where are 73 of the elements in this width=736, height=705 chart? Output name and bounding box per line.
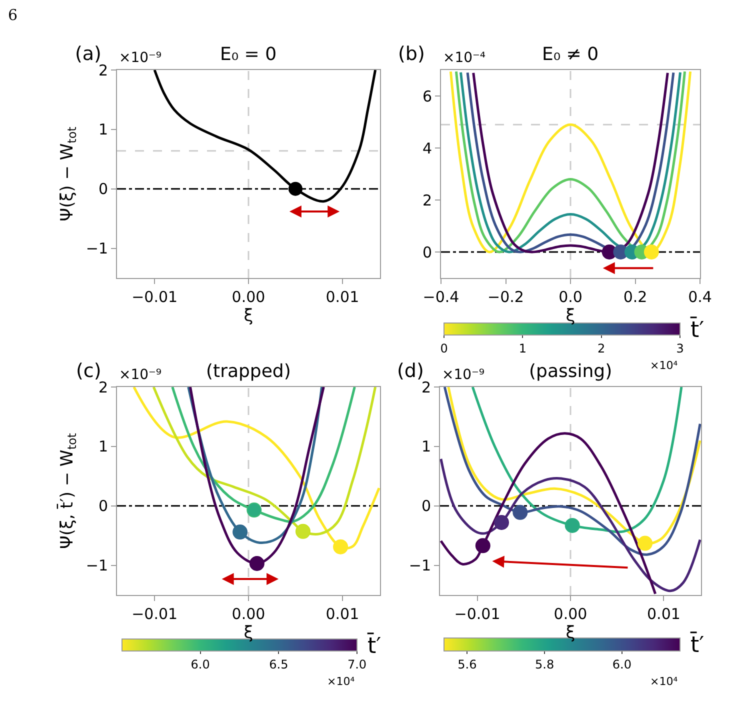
x-tick-label: 0.01 (326, 605, 360, 623)
y-tick-label: −1 (86, 556, 108, 575)
y-tick-label: 0 (98, 497, 108, 516)
color-bar-label: 7.0 (347, 657, 367, 672)
point (232, 524, 248, 540)
point (333, 539, 348, 554)
point (246, 502, 262, 518)
x-tick-label: 0.2 (623, 288, 648, 306)
text: (b) (398, 43, 425, 65)
y-tick-label: 6 (422, 87, 432, 106)
text: ×10⁻⁹ (442, 367, 485, 383)
x-tick-label: 0.00 (232, 605, 266, 623)
y-tick-label: 4 (422, 139, 432, 158)
y-tick-label: 1 (98, 120, 108, 139)
x-tick-label: −0.2 (488, 288, 524, 306)
point (494, 515, 510, 530)
y-tick-label: 0 (98, 180, 108, 198)
x-tick-label: 0.00 (232, 288, 266, 306)
point (475, 538, 490, 554)
line-series (471, 387, 683, 534)
text: ×10⁴ (650, 359, 678, 372)
line-series (171, 387, 356, 523)
color-bar-title: t̄′ (690, 316, 704, 344)
y-tick-label: 0 (421, 497, 431, 516)
x-tick-label: 0.01 (326, 288, 360, 306)
y-tick-label: 2 (422, 191, 432, 210)
text: (d) (397, 360, 424, 382)
x-tick-label: 0.4 (688, 288, 712, 306)
x-tick-label: −0.01 (454, 605, 500, 623)
x-tick-label: 0.0 (558, 288, 582, 306)
y-tick-label: 0 (422, 243, 432, 262)
color-bar-label: 6.0 (190, 657, 210, 672)
line-series (440, 432, 657, 595)
x-axis-title: ξ (244, 306, 254, 326)
chart-title: E₀ = 0 (220, 44, 277, 65)
point (564, 518, 580, 533)
text: ×10⁴ (327, 675, 356, 688)
x-tick-label: 0.00 (554, 605, 588, 623)
x-tick-label: 0.01 (647, 605, 680, 623)
text: ×10⁻⁴ (443, 50, 486, 66)
point (249, 556, 264, 571)
color-bar-title: t̄′ (367, 632, 382, 660)
color-bar-title: t̄′ (690, 631, 704, 658)
text: ×10⁻⁹ (119, 367, 162, 383)
text: ×10⁴ (650, 675, 678, 688)
text: 6 (8, 6, 18, 24)
chart-title: (trapped) (206, 361, 291, 382)
color-bar-label: 0 (440, 341, 448, 356)
point (295, 524, 310, 539)
color-bar-label: 3 (676, 341, 684, 356)
x-tick-label: −0.4 (422, 288, 460, 306)
color-bar-label: 6.5 (269, 657, 288, 672)
color-bar-label: 5.8 (535, 657, 554, 672)
chart-title: (passing) (529, 361, 612, 382)
y-tick-label: 1 (98, 438, 108, 456)
x-axis-title: ξ (566, 623, 576, 643)
x-tick-label: −0.01 (132, 605, 178, 623)
y-tick-label: 2 (421, 378, 431, 396)
text: ×10⁻⁹ (119, 50, 162, 66)
color-bar-label: 2 (598, 341, 606, 356)
color-bar-label: 5.6 (458, 657, 477, 672)
x-axis-title: ξ (244, 623, 254, 643)
chart-title: E₀ ≠ 0 (542, 44, 599, 65)
point (638, 536, 653, 551)
point (512, 504, 528, 520)
y-tick-label: −1 (86, 240, 108, 258)
line-series (440, 458, 701, 592)
y-tick-label: −1 (408, 556, 431, 575)
x-axis-title: ξ (566, 306, 576, 326)
color-bar-label: 6.0 (612, 657, 632, 672)
y-tick-label: 1 (421, 438, 431, 456)
color-bar-label: 1 (518, 341, 526, 356)
x-tick-label: −0.01 (132, 288, 178, 306)
